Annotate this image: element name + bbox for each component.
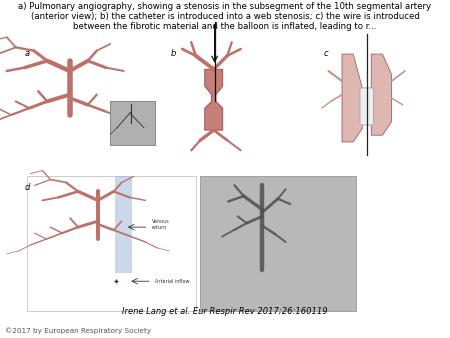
Text: d: d: [25, 183, 30, 192]
Bar: [27, 176, 196, 311]
Text: a) Pulmonary angiography, showing a stenosis in the subsegment of the 10th segme: a) Pulmonary angiography, showing a sten…: [18, 2, 432, 31]
Text: b: b: [171, 49, 176, 58]
FancyBboxPatch shape: [360, 88, 373, 125]
Polygon shape: [371, 54, 392, 135]
Text: Irene Lang et al. Eur Respir Rev 2017;26:160119: Irene Lang et al. Eur Respir Rev 2017;26…: [122, 307, 328, 316]
Polygon shape: [205, 69, 223, 130]
Text: c: c: [324, 49, 328, 58]
Bar: [115, 176, 131, 273]
Text: Venous
return: Venous return: [152, 219, 170, 230]
Text: a: a: [25, 49, 30, 58]
Polygon shape: [342, 54, 362, 142]
Bar: [200, 176, 356, 311]
Text: Arterial inflow: Arterial inflow: [155, 279, 190, 284]
Bar: [110, 101, 155, 145]
Text: ©2017 by European Respiratory Society: ©2017 by European Respiratory Society: [5, 327, 152, 334]
